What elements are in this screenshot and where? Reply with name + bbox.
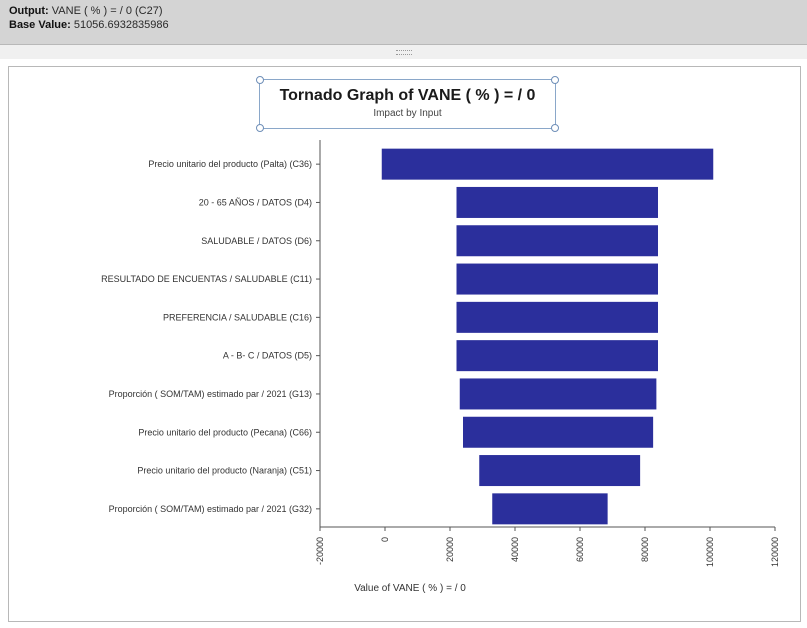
chart-title-box[interactable]: Tornado Graph of VANE ( % ) = / 0 Impact… <box>259 79 556 129</box>
tornado-bar <box>456 186 658 218</box>
chart-title: Tornado Graph of VANE ( % ) = / 0 <box>279 87 536 104</box>
base-value-label: Base Value: <box>9 19 71 31</box>
base-value-line: Base Value: 51056.6932835986 <box>9 19 169 32</box>
tornado-bar <box>456 225 658 257</box>
tornado-bar <box>459 378 657 410</box>
tornado-bar <box>381 148 714 180</box>
x-tick-label: 80000 <box>640 537 650 562</box>
x-tick-label: 100000 <box>705 537 715 567</box>
x-tick-label: 0 <box>380 537 390 542</box>
category-label: Proporción ( SOM/TAM) estimado par / 202… <box>109 504 312 514</box>
category-label: PREFERENCIA / SALUDABLE (C16) <box>163 312 312 322</box>
tornado-bar <box>456 340 658 372</box>
tornado-bar <box>479 455 641 487</box>
category-label: Precio unitario del producto (Palta) (C3… <box>148 159 312 169</box>
x-tick-label: 20000 <box>445 537 455 562</box>
output-label: Output: <box>9 5 49 17</box>
x-tick-label: 40000 <box>510 537 520 562</box>
chart-subtitle: Impact by Input <box>373 108 442 119</box>
output-value: VANE ( % ) = / 0 (C27) <box>51 5 163 17</box>
category-label: Precio unitario del producto (Pecana) (C… <box>138 427 312 437</box>
tornado-bar <box>463 416 654 448</box>
base-value: 51056.6932835986 <box>73 19 169 31</box>
category-label: 20 - 65 AÑOS / DATOS (D4) <box>199 197 312 207</box>
tornado-bar <box>492 493 608 525</box>
resize-handle-top-right[interactable] <box>551 76 559 84</box>
output-header: Output: VANE ( % ) = / 0 (C27) Base Valu… <box>0 0 807 45</box>
output-line: Output: VANE ( % ) = / 0 (C27) <box>9 5 163 18</box>
resize-handle-top-left[interactable] <box>256 76 264 84</box>
category-label: Proporción ( SOM/TAM) estimado par / 202… <box>109 389 312 399</box>
tornado-bar <box>456 263 658 295</box>
tornado-bar <box>456 301 658 333</box>
category-label: RESULTADO DE ENCUENTAS / SALUDABLE (C11) <box>101 274 312 284</box>
x-tick-label: 60000 <box>575 537 585 562</box>
x-tick-label: -20000 <box>315 537 325 565</box>
category-label: A - B- C / DATOS (D5) <box>223 351 312 361</box>
splitter-grip-icon[interactable] <box>396 50 412 55</box>
resize-handle-bottom-left[interactable] <box>256 124 264 132</box>
category-label: Precio unitario del producto (Naranja) (… <box>137 466 312 476</box>
category-label: SALUDABLE / DATOS (D6) <box>201 236 312 246</box>
x-tick-label: 120000 <box>770 537 780 567</box>
resize-handle-bottom-right[interactable] <box>551 124 559 132</box>
x-axis-label: Value of VANE ( % ) = / 0 <box>354 583 466 594</box>
pane-splitter[interactable] <box>0 45 807 59</box>
